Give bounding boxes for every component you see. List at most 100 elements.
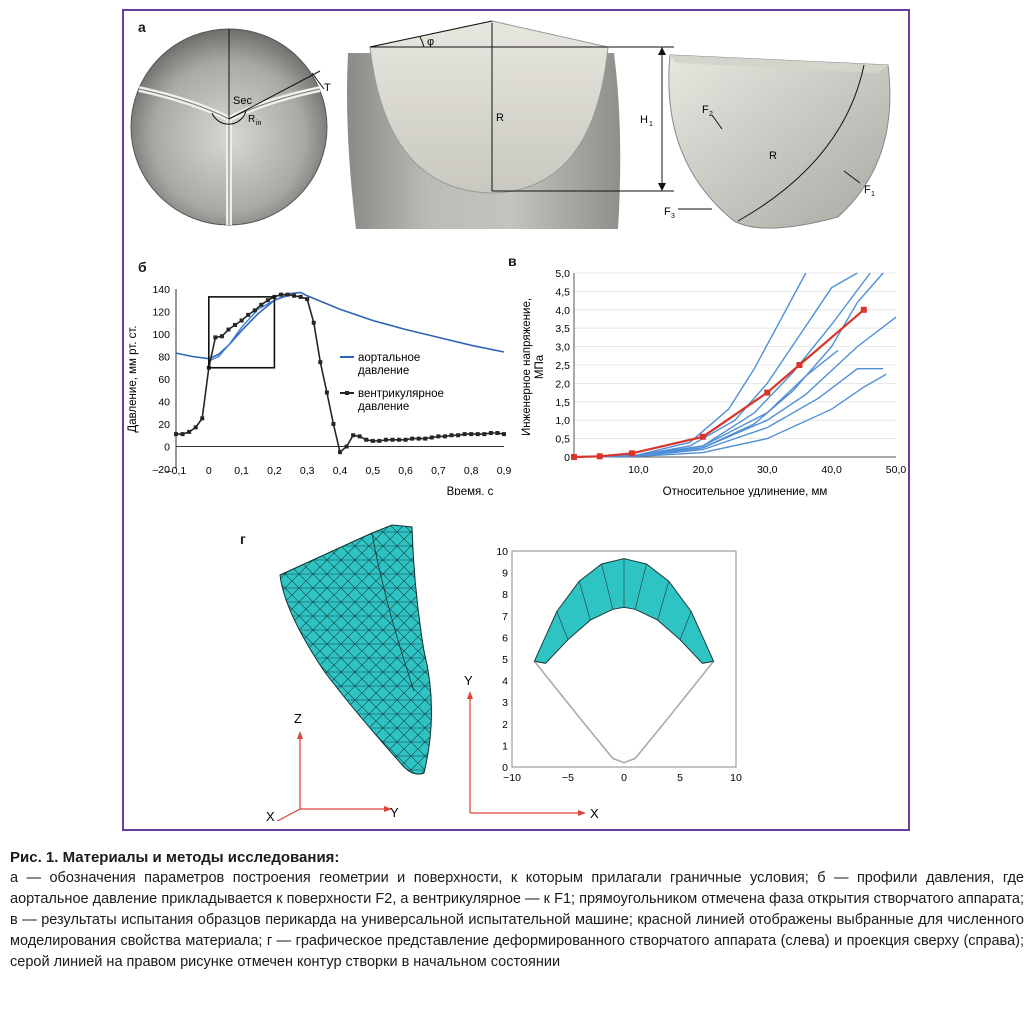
data-point [462,432,467,437]
data-point [200,416,205,421]
data-point [469,432,474,437]
data-point [298,294,303,299]
axis-z-label: Z [294,711,302,726]
data-point [246,312,251,317]
x-axis-title: Относительное удлинение, мм [663,486,828,497]
axis-y-label: Y [390,805,399,820]
data-point [233,323,238,327]
data-point [699,433,706,440]
data-point [475,432,480,437]
data-point [764,389,771,396]
mesh-line [657,581,670,621]
data-point [495,431,500,435]
data-point [285,292,290,297]
y-tick-label: 80 [158,352,170,364]
f3-label: F [664,206,671,218]
h1-label: H [640,114,648,126]
y-tick-label: 1,0 [555,415,570,427]
data-point [344,444,349,449]
mesh-line [679,611,692,640]
y-tick-label: 120 [152,307,170,319]
axis-y-2d-arrow [467,691,473,699]
data-point [174,432,178,437]
y-tick-label: 2 [502,719,508,731]
caption-body: а — обозначения параметров построения ге… [10,870,1024,970]
x-tick-label: 0,1 [234,465,249,477]
x-tick-label: 20,0 [693,464,714,476]
data-point [370,438,375,443]
panel-label-g: г [240,531,246,547]
x-tick-label: 5 [677,772,683,784]
data-point [324,390,329,395]
h1-subscript: 1 [649,121,653,128]
data-point [338,450,342,455]
x-tick-label: 30,0 [757,464,778,476]
x-tick-label: 0,7 [431,465,446,477]
data-point [213,335,218,340]
data-point [390,437,395,442]
mesh-line [534,660,546,664]
data-point [305,297,310,302]
f1-label: F [864,184,871,196]
y-tick-label: 3 [502,697,508,709]
y-tick-label: 4,0 [555,305,570,317]
x-tick-label: −10 [503,772,521,784]
data-point [423,436,428,441]
data-point [193,425,198,430]
mesh-line [702,660,714,664]
y-axis-title: МПа [534,354,546,379]
data-point [278,292,283,297]
f1-subscript: 1 [871,191,875,198]
series-line [573,368,884,458]
phi-label: φ [427,36,434,48]
data-point [292,293,297,298]
y-tick-label: 6 [502,632,508,644]
mesh-line [556,611,569,640]
series-line [573,316,897,458]
data-point [403,437,408,442]
y-tick-label: 140 [152,284,170,296]
x-tick-label: 0,9 [497,465,512,477]
data-point [377,438,382,443]
panel-a-illustration: Sec R in T φ R H 1 F 2 R F 1 F 3 [130,20,891,229]
mesh-line [578,581,591,621]
data-point [311,320,316,325]
data-point [226,327,231,332]
data-point [259,302,264,307]
legend-label-aortic: аортальное [358,352,420,364]
y-tick-label: 0,5 [555,434,570,446]
y-tick-label: 20 [158,419,170,431]
x-tick-label: 0,2 [267,465,282,477]
y-tick-label: 8 [502,589,508,601]
data-point [482,432,487,437]
x-tick-label: 10 [730,772,742,784]
y-tick-label: 1,5 [555,397,570,409]
y-tick-label: 40 [158,397,170,409]
data-point [596,453,603,460]
x-tick-label: 0,6 [398,465,413,477]
data-point [357,434,362,439]
f2-label: F [702,104,709,116]
data-point [436,434,441,439]
y-tick-label: 10 [496,546,508,558]
axis-y-2d-label: Y [464,673,473,688]
legend-label-ventricular: вентрикулярное [358,388,444,400]
y-tick-label: 2,5 [555,360,570,372]
y-tick-label: 3,0 [555,342,570,354]
series-line [573,373,887,458]
figure-caption: Рис. 1. Материалы и методы исследования:… [10,847,1024,973]
panel-label-b: б [138,259,147,275]
rin-subscript: in [256,120,262,127]
data-point [456,433,461,438]
pressure-chart: –0,1 0 0,1 0,2 0,3 0,4 0,5 0,6 0,7 0,8 0,9 –20 0 20 40… [127,284,512,495]
panel-label-v: в [508,253,517,269]
axes-3d [276,731,392,821]
data-point [410,436,415,441]
y-tick-label: 5 [502,654,508,666]
x-tick-label: 40,0 [821,464,842,476]
y-tick-label: –20 [152,464,170,476]
y-tick-label: 9 [502,568,508,580]
data-point [397,437,402,442]
y-tick-label: 60 [158,374,170,386]
data-point [318,360,323,365]
